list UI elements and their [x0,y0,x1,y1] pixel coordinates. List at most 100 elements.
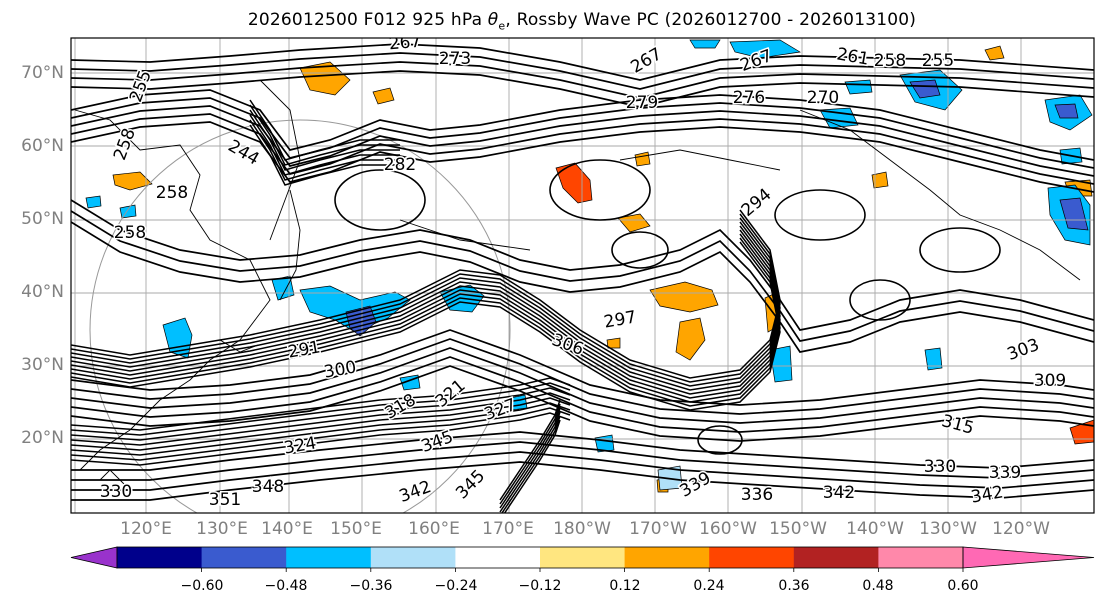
anomaly-patch [649,281,719,313]
anomaly-patch [1054,103,1079,119]
lat-label-50n: 50°N [21,209,64,229]
contour-value-label: 309 [1034,371,1066,391]
contour-value-label: 336 [741,485,773,505]
contour-line [71,377,571,431]
anomaly-patch [606,337,621,349]
plot-title: 2026012500 F012 925 hPa θe, Rossby Wave … [247,10,917,33]
coastline [279,189,301,301]
lon-label-140e: 140°E [261,519,313,539]
contour-line [71,461,1094,501]
colorbar-tick: 0.12 [609,578,641,594]
contour-line [249,119,400,181]
contour-value-label: 258 [110,126,140,163]
contour-value-label: 345 [452,466,489,503]
contour-line [71,89,1094,161]
contour-value-label: 303 [1005,335,1042,365]
colorbar-segment [624,547,710,568]
anomaly-patch [689,39,721,49]
contour-line [71,199,1094,331]
lon-label-150e: 150°E [330,519,382,539]
contour-loop [919,227,1001,273]
contour-loop [549,159,651,221]
contour-value-label: 282 [384,155,416,175]
colorbar-tick: 0.60 [947,578,979,594]
contour-line [71,105,1094,177]
colorbar-tick: −0.24 [434,578,478,594]
contour-value-label: 339 [676,468,714,502]
contour-value-label: 258 [114,223,146,243]
theta-subscript: e [498,19,506,33]
contour-line [71,209,781,379]
lon-label-140w: 140°W [846,519,904,539]
anomaly-patch [299,61,351,96]
contour-line [71,113,1094,185]
contour-line [499,407,561,509]
lat-label-60n: 60°N [21,136,64,156]
colorbar-tick: 0.24 [693,578,725,594]
anomaly-patch [909,79,941,99]
contour-line [71,237,781,407]
contour-line [71,221,1094,353]
lon-label-170w: 170°W [629,519,687,539]
contour-line [499,399,561,501]
contour-line [71,43,1094,81]
contour-value-label: 330 [924,457,956,477]
contour-line [71,387,571,441]
contour-value-label: 273 [439,49,471,69]
contour-value-label: 342 [397,477,434,507]
contour-line [71,382,571,436]
contour-line [71,407,571,461]
theta-e-contours [71,43,1094,513]
lon-label-170e: 170°E [482,519,534,539]
contour-line [503,419,561,513]
contour-loop [697,425,743,455]
colorbar [70,546,1095,572]
colorbar-tick: −0.60 [180,578,224,594]
contour-loop [774,189,866,241]
contour-value-label: 276 [733,88,765,108]
anomaly-patch [871,171,889,189]
contour-line [249,99,400,161]
colorbar-extend-min [70,546,118,569]
anomaly-patch [112,171,153,191]
contour-line [71,213,781,383]
anomaly-patch [85,195,102,209]
contour-value-label: 342 [823,483,855,503]
anomaly-patch [844,79,873,95]
lon-label-160e: 160°E [408,519,460,539]
contour-line [71,52,1094,90]
lon-label-150w: 150°W [769,519,827,539]
lon-label-180w: 180°W [553,519,611,539]
contour-value-label: 339 [989,463,1021,483]
colorbar-segment [370,547,456,568]
lon-label-160w: 160°W [699,519,757,539]
contour-line [71,441,1094,481]
contour-line [71,225,781,395]
contour-line [71,451,1094,491]
contour-line [501,415,561,513]
contour-line [499,403,561,505]
contour-line [71,412,571,466]
colorbar-extend-max [962,546,1095,569]
colorbar-tick: −0.48 [264,578,308,594]
anomaly-patch [162,317,193,359]
lon-label-120w: 120°W [992,519,1050,539]
contour-line [249,114,400,176]
coastline [619,149,781,171]
colorbar-segment [709,547,795,568]
contour-line [249,109,400,171]
contour-value-label: 258 [156,183,188,203]
lon-label-130w: 130°W [919,519,977,539]
anomaly-patch [729,39,802,59]
contour-value-label: 279 [626,93,658,113]
anomaly-patch [675,317,706,361]
contour-loop [849,279,911,321]
lon-label-130e: 130°E [196,519,248,539]
contour-value-label: 324 [282,433,317,458]
coastline [399,219,531,251]
contour-line [71,70,1094,108]
contour-line [71,397,571,451]
contour-line [71,61,1094,99]
coastline [799,109,1081,281]
contour-line [71,221,781,391]
